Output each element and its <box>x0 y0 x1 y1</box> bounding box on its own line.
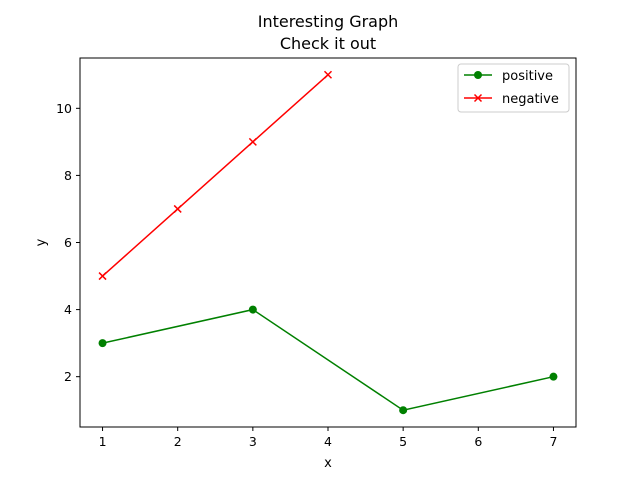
legend-label-positive: positive <box>502 69 553 84</box>
legend-marker-positive <box>474 71 482 79</box>
series-line-negative <box>102 74 329 277</box>
data-point-positive <box>248 305 257 314</box>
data-point-negative <box>323 70 333 79</box>
x-tick-label: 4 <box>324 434 332 449</box>
legend-box <box>457 63 570 113</box>
legend: positive negative <box>457 63 570 113</box>
x-axis-label: x <box>324 456 332 471</box>
x-tick-label: 3 <box>249 434 257 449</box>
series-line-positive <box>102 308 554 412</box>
plot-area <box>98 70 558 415</box>
chart-subtitle: Check it out <box>280 34 376 53</box>
y-tick-label: 8 <box>64 168 72 183</box>
y-tick-label: 10 <box>56 101 72 116</box>
y-tick-label: 2 <box>64 369 72 384</box>
x-tick-label: 7 <box>549 434 557 449</box>
y-tick-label: 6 <box>64 235 72 250</box>
data-point-positive <box>399 406 408 415</box>
legend-label-negative: negative <box>502 92 559 107</box>
y-axis-label: y <box>34 238 49 246</box>
x-tick-label: 2 <box>174 434 182 449</box>
x-tick-label: 6 <box>474 434 482 449</box>
data-point-negative <box>173 204 182 213</box>
data-point-negative <box>248 137 257 146</box>
x-tick-label: 5 <box>399 434 407 449</box>
y-tick-label: 4 <box>64 302 72 317</box>
chart-title: Interesting Graph <box>258 12 399 31</box>
data-point-positive <box>549 372 558 381</box>
x-tick-label: 1 <box>99 434 107 449</box>
legend-marker-negative <box>473 93 483 103</box>
axis-ticks: 1 2 3 4 5 6 7 2 4 6 8 10 <box>56 101 557 449</box>
data-point-positive <box>98 339 107 348</box>
plot-frame <box>79 57 577 428</box>
data-point-negative <box>98 272 107 281</box>
